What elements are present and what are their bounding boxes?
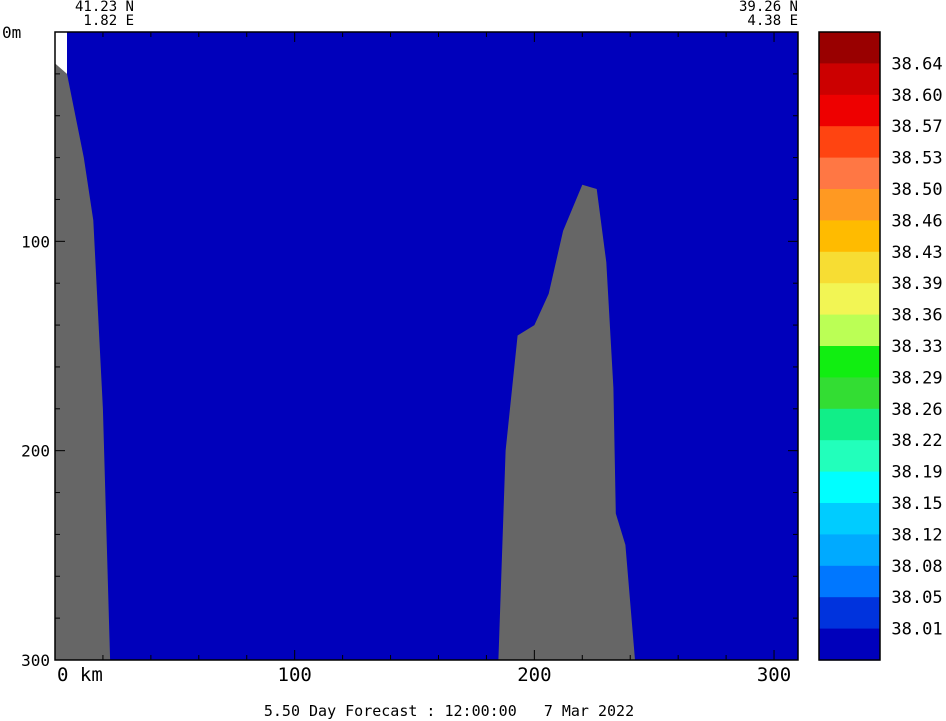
colorbar-label: 38.05 — [891, 588, 942, 608]
colorbar-label: 38.43 — [891, 243, 942, 263]
y-tick-label: 100 — [21, 232, 50, 251]
forecast-footer: 5.50 Day Forecast : 12:00:00 7 Mar 2022 — [264, 702, 634, 720]
colorbar-label: 38.64 — [891, 54, 942, 74]
colorbar-label: 38.36 — [891, 306, 942, 326]
colorbar-label: 38.57 — [891, 117, 942, 137]
colorbar-swatch — [819, 189, 880, 221]
colorbar-swatch — [819, 597, 880, 630]
colorbar-label: 38.08 — [891, 557, 942, 577]
colorbar-swatch — [819, 126, 880, 159]
axes: 0 km 100 200 300 0m 100 200 300 — [2, 23, 798, 686]
colorbar-swatch — [819, 440, 880, 473]
colorbar-swatch — [819, 94, 880, 127]
colorbar-label: 38.46 — [891, 211, 942, 231]
x-tick-label: 300 — [757, 664, 791, 686]
colorbar-label: 38.22 — [891, 431, 942, 451]
salinity-band — [66, 32, 798, 660]
colorbar-label: 38.12 — [891, 525, 942, 545]
colorbar-frame — [818, 31, 881, 661]
end-longitude-label: 4.38 E — [747, 13, 798, 29]
colorbar-label: 38.26 — [891, 400, 942, 420]
y-tick-label: 300 — [21, 651, 50, 670]
colorbar-label: 38.50 — [891, 180, 942, 200]
colorbar-label: 38.33 — [891, 337, 942, 357]
colorbar-swatch — [819, 377, 880, 410]
colorbar-swatch — [819, 565, 880, 598]
colorbar-label: 38.19 — [891, 463, 942, 483]
y-tick-label: 0m — [2, 23, 21, 42]
colorbar-label: 38.60 — [891, 86, 942, 106]
colorbar-swatch — [819, 314, 880, 347]
colorbar-swatch — [819, 63, 880, 96]
colorbar-label: 38.39 — [891, 274, 942, 294]
colorbar-swatch — [819, 220, 880, 253]
colorbar-swatch — [819, 283, 880, 316]
colorbar-label: 38.01 — [891, 620, 942, 640]
colorbar: 38.64 38.60 38.57 38.53 38.50 38.46 38.43 38.39… — [818, 31, 943, 661]
plot-frame — [54, 31, 799, 661]
colorbar-swatch — [819, 251, 880, 284]
end-latitude-label: 39.26 N — [739, 0, 798, 15]
colorbar-swatch — [819, 157, 880, 190]
colorbar-swatch — [819, 534, 880, 567]
start-latitude-label: 41.23 N — [75, 0, 134, 15]
colorbar-swatch — [819, 503, 880, 535]
seafloor-shape — [55, 63, 635, 660]
colorbar-swatch — [819, 471, 880, 504]
x-tick-label: 100 — [278, 664, 312, 686]
colorbar-swatch — [819, 628, 880, 661]
x-tick-label: 0 km — [57, 664, 103, 686]
colorbar-label: 38.29 — [891, 368, 942, 388]
start-longitude-label: 1.82 E — [83, 13, 134, 29]
x-tick-label: 200 — [517, 664, 551, 686]
colorbar-label: 38.15 — [891, 494, 942, 514]
colorbar-swatch — [819, 32, 880, 64]
colorbar-swatch — [819, 408, 880, 441]
y-tick-label: 200 — [21, 442, 50, 461]
plot-area — [55, 32, 798, 660]
colorbar-swatch — [819, 346, 880, 378]
colorbar-label: 38.53 — [891, 149, 942, 169]
